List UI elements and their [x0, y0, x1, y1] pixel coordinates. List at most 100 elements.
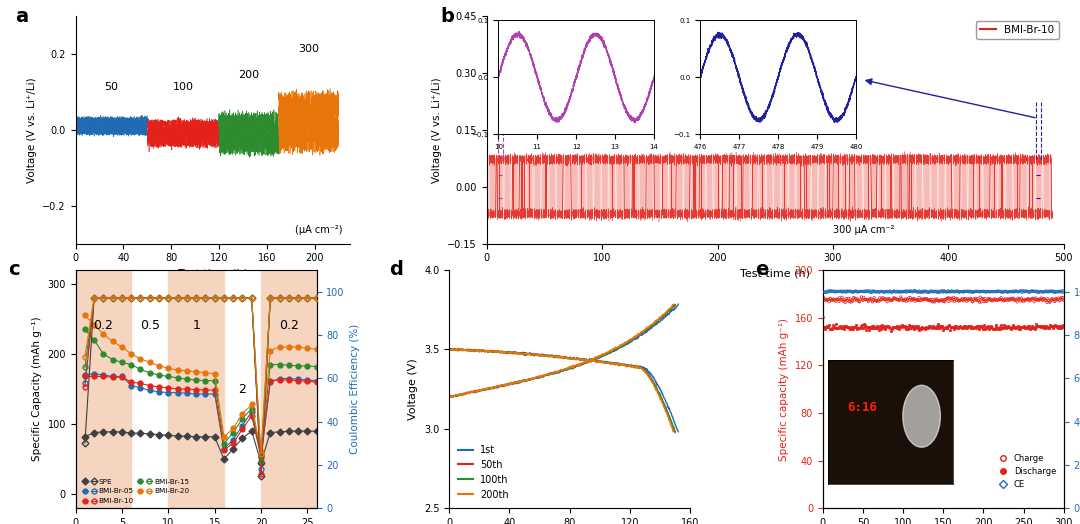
CE	[840, 287, 858, 296]
CE	[975, 287, 993, 296]
Charge	[890, 296, 907, 304]
CE	[922, 288, 940, 296]
CE	[862, 288, 879, 297]
Charge	[1054, 296, 1071, 304]
Discharge	[1026, 324, 1043, 333]
Charge	[1007, 295, 1024, 303]
CE	[954, 287, 971, 296]
Charge	[954, 294, 971, 303]
Charge	[913, 297, 930, 305]
CE	[1023, 287, 1040, 296]
CE	[961, 287, 978, 295]
CE	[816, 288, 834, 297]
Charge	[891, 296, 908, 304]
Charge	[837, 298, 854, 307]
CE	[1034, 288, 1051, 296]
Charge	[937, 296, 955, 304]
Y-axis label: Specific capacity (mAh g⁻¹): Specific capacity (mAh g⁻¹)	[779, 318, 789, 461]
Charge	[937, 294, 955, 303]
Text: a: a	[15, 7, 28, 26]
Charge	[855, 293, 873, 302]
Discharge	[858, 325, 875, 334]
Charge	[854, 296, 872, 304]
Charge	[920, 296, 937, 304]
Charge	[1008, 296, 1025, 304]
CE	[1016, 287, 1034, 296]
Discharge	[1028, 322, 1045, 330]
CE	[906, 287, 923, 296]
Charge	[915, 296, 932, 304]
Charge	[1047, 297, 1064, 305]
Charge	[878, 298, 895, 306]
Charge	[858, 295, 875, 303]
Charge	[869, 296, 887, 304]
CE	[862, 287, 879, 295]
Discharge	[977, 322, 995, 331]
CE	[957, 287, 974, 296]
CE	[972, 288, 989, 296]
Discharge	[1031, 323, 1049, 332]
CE	[915, 287, 932, 296]
CE	[944, 287, 961, 296]
Charge	[1025, 294, 1042, 303]
Charge	[1054, 293, 1071, 302]
Discharge	[1014, 322, 1031, 331]
Discharge	[935, 324, 953, 332]
CE	[990, 287, 1008, 296]
CE	[1021, 288, 1038, 297]
Discharge	[854, 324, 872, 332]
Discharge	[957, 324, 974, 333]
Discharge	[1009, 323, 1026, 331]
CE	[835, 287, 852, 296]
CE	[858, 287, 875, 296]
CE	[937, 288, 955, 296]
Charge	[895, 297, 913, 305]
CE	[1048, 287, 1065, 296]
Charge	[966, 296, 983, 304]
Discharge	[822, 324, 839, 333]
CE	[878, 287, 895, 296]
CE	[923, 287, 941, 296]
Charge	[1045, 297, 1063, 305]
Discharge	[878, 323, 895, 331]
Discharge	[981, 324, 998, 333]
Charge	[1050, 294, 1067, 302]
CE	[848, 287, 865, 296]
Discharge	[924, 322, 942, 331]
Discharge	[1020, 322, 1037, 331]
CE	[962, 288, 980, 296]
Discharge	[999, 323, 1016, 331]
Charge	[818, 295, 835, 303]
Charge	[899, 295, 916, 303]
Charge	[957, 295, 974, 303]
Charge	[951, 297, 969, 305]
Charge	[988, 296, 1005, 304]
CE	[837, 287, 854, 296]
CE	[947, 287, 964, 296]
CE	[999, 288, 1016, 297]
Discharge	[1024, 322, 1041, 330]
Y-axis label: Voltage (V vs. Li⁺/Li): Voltage (V vs. Li⁺/Li)	[27, 77, 37, 182]
CE	[889, 287, 906, 296]
Discharge	[856, 321, 874, 329]
Charge	[1032, 294, 1050, 302]
CE	[1025, 287, 1042, 296]
CE	[883, 289, 901, 297]
Discharge	[944, 323, 961, 331]
Discharge	[976, 325, 994, 333]
Discharge	[989, 324, 1007, 333]
CE	[868, 287, 886, 296]
Charge	[961, 295, 978, 303]
Discharge	[842, 322, 860, 331]
CE	[947, 288, 964, 296]
Charge	[901, 296, 918, 304]
Charge	[1001, 294, 1018, 303]
CE	[1026, 287, 1043, 296]
Discharge	[1020, 324, 1037, 333]
Charge	[949, 295, 967, 303]
Charge	[954, 296, 971, 304]
CE	[932, 287, 949, 296]
Discharge	[891, 325, 908, 333]
Charge	[875, 296, 892, 304]
Charge	[962, 296, 980, 304]
